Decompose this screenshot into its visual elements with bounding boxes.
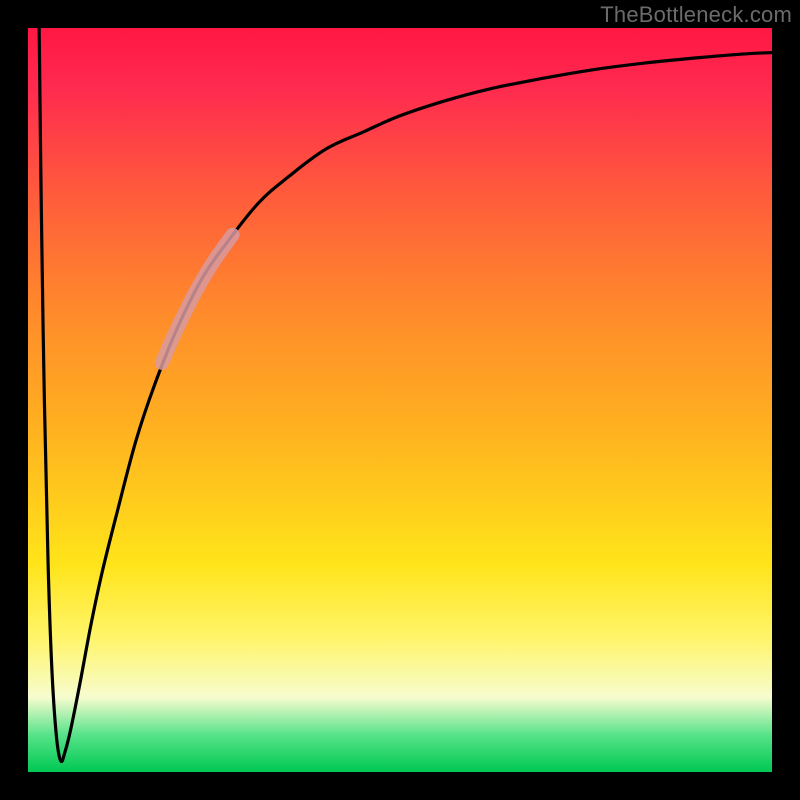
plot-background	[28, 28, 772, 772]
watermark-text: TheBottleneck.com	[600, 2, 792, 28]
bottleneck-curve-chart	[0, 0, 800, 800]
chart-container: TheBottleneck.com	[0, 0, 800, 800]
